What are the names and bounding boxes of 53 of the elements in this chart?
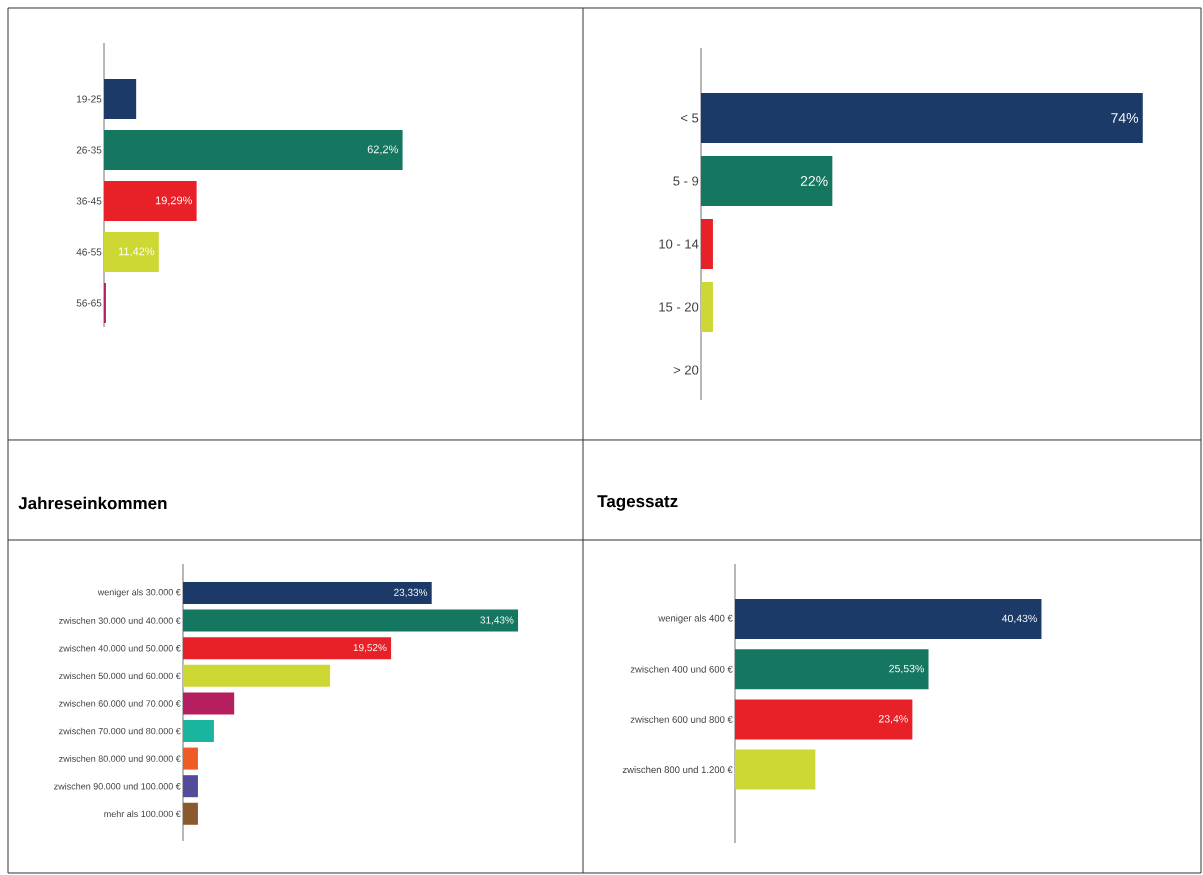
data-label: 31,43% [480, 616, 514, 625]
bar [104, 180, 197, 221]
y-tick-label: < 5 [681, 113, 699, 123]
data-label: 23,33% [394, 588, 428, 598]
y-tick-label: zwischen 70.000 und 80.000 € [59, 727, 181, 735]
data-label: 19,29% [155, 196, 192, 206]
bar [183, 609, 519, 632]
data-label: 25,53% [889, 664, 924, 674]
bar [735, 649, 929, 690]
bar [735, 598, 1042, 639]
bar [735, 699, 913, 740]
y-tick-label: zwischen 40.000 und 50.000 € [59, 644, 181, 652]
y-tick-label: weniger als 30.000 € [97, 588, 181, 598]
data-label: 62,2% [367, 145, 398, 155]
y-tick-label: 10 - 14 [659, 239, 699, 249]
y-tick-label: zwischen 400 und 600 € [630, 665, 733, 673]
data-label: 74% [1111, 113, 1139, 123]
bar [183, 581, 432, 604]
data-label: 40,43% [1001, 614, 1037, 624]
bar [104, 129, 403, 170]
data-label: 22% [800, 176, 828, 186]
bar [183, 637, 392, 660]
y-tick-label: zwischen 80.000 und 90.000 € [59, 755, 181, 762]
y-tick-label: zwischen 800 und 1.200 € [622, 766, 733, 774]
y-tick-label: zwischen 30.000 und 40.000 € [59, 617, 181, 624]
data-label: 23,4% [878, 715, 908, 724]
data-label: 11,42% [118, 247, 155, 257]
bar [183, 664, 331, 687]
chart-title: Jahreseinkommen [18, 496, 167, 510]
y-tick-label: zwischen 90.000 und 100.000 € [54, 782, 181, 790]
data-label: 19,52% [353, 644, 387, 653]
y-tick-label: zwischen 600 und 800 € [630, 715, 733, 723]
y-tick-label: > 20 [673, 365, 699, 375]
y-tick-label: 56-65 [76, 299, 102, 307]
y-tick-label: 19-25 [77, 95, 102, 103]
y-tick-label: mehr als 100.000 € [104, 810, 181, 818]
y-tick-label: weniger als 400 € [658, 614, 733, 624]
bar [183, 775, 198, 798]
y-tick-label: zwischen 60.000 und 70.000 € [59, 700, 181, 707]
bar [183, 692, 235, 715]
bar [183, 747, 198, 770]
bar [183, 719, 214, 742]
bar [104, 78, 137, 119]
y-tick-label: 5 - 9 [673, 176, 699, 186]
chart-title: Tagessatz [597, 495, 678, 511]
y-tick-label: zwischen 50.000 und 60.000 € [59, 672, 181, 680]
y-tick-label: 46-55 [76, 248, 102, 256]
y-tick-label: 36-45 [76, 197, 102, 205]
bar [104, 231, 159, 272]
y-tick-label: 26-35 [76, 146, 102, 154]
bar [735, 749, 816, 790]
y-tick-label: 15 - 20 [659, 302, 699, 312]
bar [183, 802, 198, 825]
